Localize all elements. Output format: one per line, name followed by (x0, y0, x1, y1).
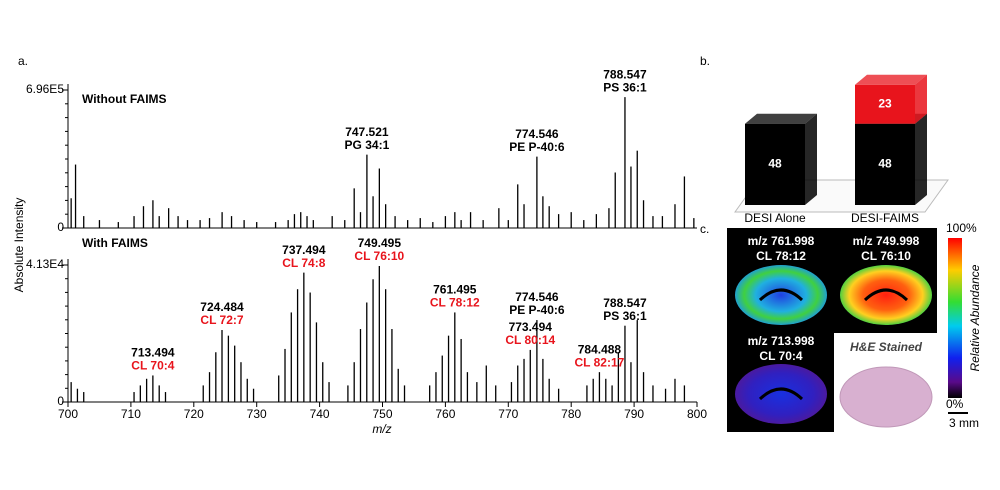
peak-label: 788.547 (603, 296, 647, 310)
panel-label: b. (700, 54, 710, 68)
bar-value-label: 23 (878, 96, 892, 110)
bar-top (745, 113, 817, 124)
x-tick-label: 790 (624, 407, 644, 421)
colorbar-min: 0% (946, 397, 964, 411)
x-tick-label: DESI-FAIMS (851, 211, 919, 225)
x-tick-label: DESI Alone (744, 211, 806, 225)
peak-label: 713.494 (131, 346, 175, 360)
tile-subtitle: CL 70:4 (759, 349, 802, 363)
x-tick-label: 750 (372, 407, 392, 421)
peak-label: 774.546 (515, 127, 559, 141)
bar (745, 123, 805, 205)
bar-side (915, 113, 927, 205)
peak-assignment: CL 72:7 (200, 313, 243, 327)
bar (855, 84, 915, 124)
x-tick-label: 760 (435, 407, 455, 421)
colorbar-max: 100% (946, 221, 977, 235)
peak-assignment: PE P-40:6 (509, 140, 565, 154)
x-tick-label: 720 (184, 407, 204, 421)
he-image (839, 366, 933, 428)
y-tick-label: 6.96E5 (26, 82, 64, 96)
y-axis-label: Absolute Intensity (12, 198, 26, 293)
tile-title: m/z 761.998 (748, 234, 815, 248)
panel-label: c. (700, 222, 709, 236)
colorbar (948, 238, 962, 398)
peak-label: 747.521 (345, 125, 389, 139)
bar-side (915, 74, 927, 124)
x-tick-label: 770 (498, 407, 518, 421)
spectrum-title: With FAIMS (82, 236, 148, 250)
scale-bar-label: 3 mm (949, 416, 979, 430)
brain-image (735, 265, 827, 325)
image-detail (863, 288, 909, 302)
brain-image (735, 364, 827, 424)
peak-assignment: CL 74:8 (282, 256, 325, 270)
peak-label: 788.547 (603, 67, 647, 81)
x-tick-label: 700 (58, 407, 78, 421)
tile-title: m/z 749.998 (853, 234, 920, 248)
peak-label: 724.484 (200, 300, 244, 314)
peak-assignment: CL 76:10 (354, 249, 404, 263)
tile-subtitle: CL 76:10 (861, 249, 911, 263)
tile-subtitle: CL 78:12 (756, 249, 806, 263)
x-tick-label: 730 (247, 407, 267, 421)
image-detail (758, 387, 804, 401)
peak-assignment: PG 34:1 (345, 138, 390, 152)
y-tick-label: 0 (57, 394, 64, 408)
tile-title: m/z 713.998 (748, 334, 815, 348)
tile-title: H&E Stained (850, 340, 923, 354)
x-axis-label: m/z (372, 422, 391, 436)
y-tick-label: 4.13E4 (26, 257, 64, 271)
bar (855, 123, 915, 205)
panel-label: a. (18, 54, 28, 68)
peak-assignment: PS 36:1 (603, 309, 647, 323)
peak-label: 737.494 (282, 243, 326, 257)
peak-assignment: PS 36:1 (603, 80, 647, 94)
x-tick-label: 710 (121, 407, 141, 421)
x-tick-label: 740 (310, 407, 330, 421)
bar-top (855, 74, 927, 85)
peak-label: 773.494 (509, 320, 553, 334)
peak-assignment: CL 82:17 (575, 355, 625, 369)
bar-side (805, 113, 817, 205)
brain-image (840, 265, 932, 325)
y-tick-label: 0 (57, 220, 64, 234)
peak-label: 784.488 (578, 342, 622, 356)
peak-label: 761.495 (433, 283, 477, 297)
peak-assignment: CL 80:14 (505, 333, 555, 347)
spectrum-title: Without FAIMS (82, 92, 167, 106)
image-detail (758, 288, 804, 302)
peak-assignment: CL 70:4 (131, 359, 174, 373)
bar-value-label: 48 (878, 157, 892, 171)
x-tick-label: 780 (561, 407, 581, 421)
peak-assignment: CL 78:12 (430, 296, 480, 310)
peak-label: 774.546 (515, 290, 559, 304)
x-tick-label: 800 (687, 407, 707, 421)
bar-value-label: 48 (768, 157, 782, 171)
peak-label: 749.495 (358, 236, 402, 250)
colorbar-label: Relative Abundance (968, 264, 982, 371)
peak-assignment: PE P-40:6 (509, 303, 565, 317)
